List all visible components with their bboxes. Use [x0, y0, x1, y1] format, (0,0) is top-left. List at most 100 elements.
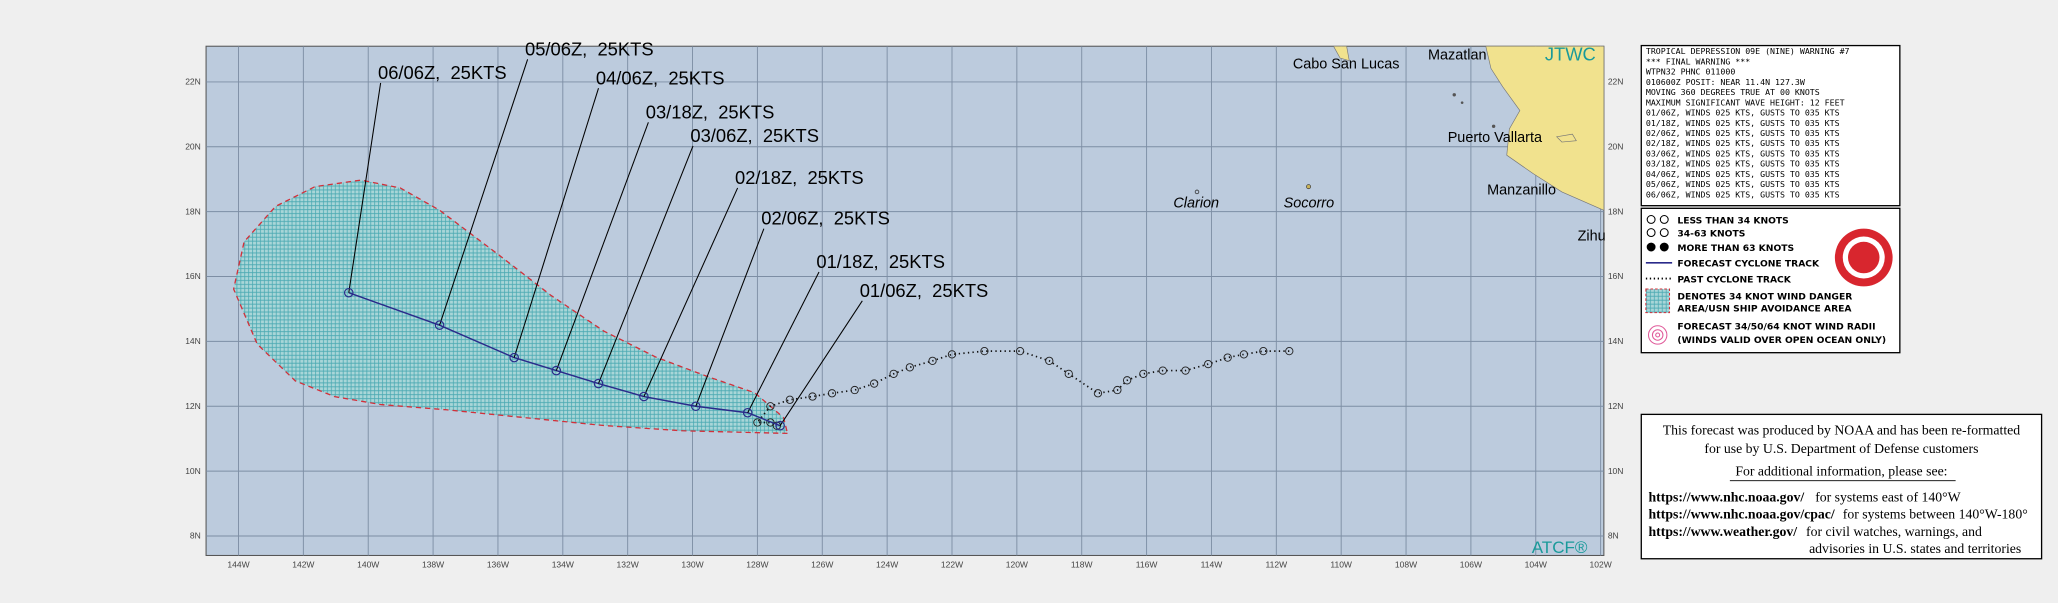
island: [1452, 93, 1456, 97]
legend-item: AREA/USN SHIP AVOIDANCE AREA: [1677, 303, 1852, 314]
past-position: [1285, 346, 1294, 356]
link-text: for systems east of 140°W: [1815, 490, 1960, 505]
lon-tick-label: 114W: [1201, 559, 1224, 569]
warning-line: 04/06Z, WINDS 025 KTS, GUSTS TO 035 KTS: [1646, 169, 1840, 179]
warning-text: TROPICAL DEPRESSION 09E (NINE) WARNING #…: [1646, 46, 1850, 199]
past-position: [905, 363, 914, 372]
forecast-label: 03/06Z, 25KTS: [690, 125, 819, 146]
island-socorro: [1306, 184, 1311, 190]
forecast-label: 01/06Z, 25KTS: [860, 280, 989, 301]
lon-tick-label: 126W: [811, 559, 834, 569]
lat-tick-label: 18N: [1608, 206, 1624, 216]
forecast-position: [434, 320, 445, 330]
label-leader: [598, 145, 694, 384]
past-position: [889, 369, 898, 378]
link-url[interactable]: https://www.weather.gov/: [1649, 524, 1798, 539]
forecast-position: [509, 352, 519, 363]
island: [1555, 133, 1577, 143]
lon-tick-label: 130W: [681, 559, 704, 569]
lat-tick-label: 12N: [185, 401, 201, 411]
place-label: Clarion: [1173, 196, 1219, 212]
lon-tick-label: 128W: [746, 559, 769, 569]
lon-tick-label: 140W: [357, 559, 380, 569]
warning-box: [1640, 44, 1901, 207]
label-leader: [779, 300, 863, 427]
lon-tick-label: 116W: [1136, 559, 1159, 569]
legend-icons: [1645, 215, 1673, 345]
link-url[interactable]: https://www.nhc.noaa.gov/cpac/: [1649, 507, 1835, 522]
lon-tick-label: 102W: [1590, 559, 1613, 569]
baja-tip: [1333, 46, 1350, 62]
link-url[interactable]: https://www.nhc.noaa.gov/: [1649, 490, 1805, 505]
forecast-position: [775, 420, 785, 431]
legend-item: LESS THAN 34 KNOTS: [1677, 215, 1788, 226]
forecast-label: 02/06Z, 25KTS: [761, 208, 890, 229]
label-leader: [348, 82, 382, 293]
lat-tick-label: 16N: [185, 271, 201, 281]
past-position: [766, 418, 775, 427]
link-text: for systems between 140°W-180°: [1843, 507, 2028, 522]
legend-item: PAST CYCLONE TRACK: [1677, 274, 1791, 285]
past-position: [1181, 366, 1190, 375]
forecast-position: [639, 391, 649, 402]
warning-line: 06/06Z, WINDS 025 KTS, GUSTS TO 035 KTS: [1646, 189, 1840, 199]
lon-tick-label: 104W: [1525, 559, 1548, 569]
past-position: [1045, 356, 1054, 365]
place-label: Manzanillo: [1487, 183, 1556, 199]
link-text: for civil watches, warnings, and: [1806, 524, 1982, 539]
label-leader: [439, 59, 529, 326]
disclaimer-box: [1640, 413, 2043, 560]
past-position: [1158, 366, 1167, 375]
island: [1491, 124, 1496, 128]
danger-area: [232, 179, 789, 435]
legend-item: 34-63 KNOTS: [1677, 229, 1745, 240]
forecast-label: 02/18Z, 25KTS: [735, 167, 864, 188]
forecast-label: 04/06Z, 25KTS: [596, 67, 725, 88]
forecast-position: [551, 365, 562, 376]
disclaimer-line: for use by U.S. Department of Defense cu…: [1704, 441, 1978, 456]
land: [1194, 46, 1604, 211]
past-position: [1064, 369, 1073, 378]
lat-tick-label: 20N: [185, 141, 201, 151]
past-position: [1015, 346, 1025, 356]
lat-tick-label: 18N: [185, 206, 201, 216]
past-track: [755, 350, 1290, 427]
disclaimer-line: advisories in U.S. states and territorie…: [1809, 541, 2021, 556]
past-position: [1204, 359, 1213, 369]
warning-line: WTPN32 PHNC 011000: [1646, 67, 1735, 77]
warning-line: TROPICAL DEPRESSION 09E (NINE) WARNING #…: [1646, 46, 1850, 56]
past-position: [1093, 389, 1103, 398]
past-position: [1122, 376, 1132, 385]
lon-tick-label: 124W: [876, 559, 899, 569]
forecast-position: [343, 287, 354, 298]
credit-label: ATCF®: [1532, 538, 1588, 557]
legend-item: (WINDS VALID OVER OPEN OCEAN ONLY): [1677, 335, 1886, 346]
forecast-position: [742, 407, 753, 418]
forecast-label: 05/06Z, 25KTS: [525, 38, 654, 59]
lon-tick-label: 110W: [1330, 559, 1353, 569]
legend-item: FORECAST 34/50/64 KNOT WIND RADII: [1677, 322, 1875, 333]
past-position: [766, 402, 775, 411]
warning-line: 01/18Z, WINDS 025 KTS, GUSTS TO 035 KTS: [1646, 118, 1840, 128]
past-position: [1223, 353, 1232, 362]
warning-line: 05/06Z, WINDS 025 KTS, GUSTS TO 035 KTS: [1646, 179, 1840, 189]
lat-tick-label: 16N: [1608, 271, 1624, 281]
agency-label: JTWC: [1545, 44, 1596, 65]
past-position: [947, 350, 957, 359]
lat-tick-label: 8N: [1608, 531, 1619, 541]
label-leader: [513, 88, 600, 358]
lon-tick-label: 132W: [617, 559, 640, 569]
place-label: Puerto Vallarta: [1448, 130, 1543, 146]
warning-line: MOVING 360 DEGREES TRUE AT 00 KNOTS: [1646, 87, 1820, 97]
lon-tick-label: 122W: [941, 559, 964, 569]
lon-tick-label: 106W: [1460, 559, 1483, 569]
past-position: [1113, 385, 1122, 395]
past-position: [1259, 346, 1268, 356]
label-leader: [643, 187, 739, 397]
forecast-label: 03/18Z, 25KTS: [646, 101, 775, 122]
past-position: [1139, 369, 1148, 378]
forecast-label: 06/06Z, 25KTS: [378, 62, 507, 83]
past-position: [827, 389, 837, 398]
